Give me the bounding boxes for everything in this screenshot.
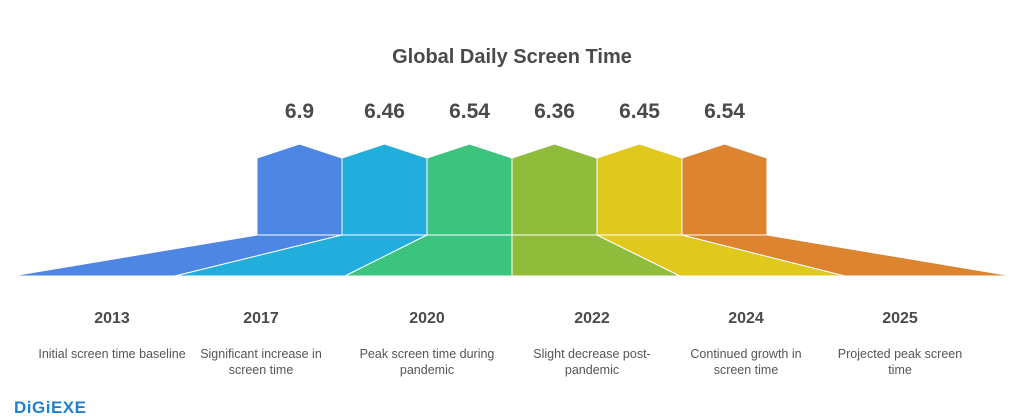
description: Continued growth in screen time — [690, 347, 802, 377]
year-label: 2025 — [882, 310, 918, 327]
value-label: 6.54 — [449, 100, 490, 123]
year-label: 2020 — [409, 310, 445, 327]
pentagon-box — [341, 143, 428, 236]
value-label: 6.54 — [704, 100, 745, 123]
pentagon-box — [681, 143, 768, 236]
year-label: 2017 — [243, 310, 279, 327]
description: Slight decrease post-pandemic — [533, 347, 651, 377]
description: Projected peak screen time — [837, 347, 963, 377]
pentagon-box — [426, 143, 513, 236]
year-label: 2024 — [728, 310, 764, 327]
value-label: 6.9 — [284, 100, 315, 123]
funnel-band — [681, 234, 1013, 277]
description: Peak screen time during pandemic — [359, 347, 495, 377]
description: Initial screen time baseline — [38, 347, 186, 361]
pentagon-box — [256, 143, 343, 236]
pentagon-box — [596, 143, 683, 236]
value-label: 6.46 — [364, 100, 405, 123]
pentagon-box — [511, 143, 598, 236]
value-label: 6.45 — [619, 100, 660, 123]
description: Significant increase in screen time — [200, 347, 322, 377]
title: Global Daily Screen Time — [392, 46, 632, 68]
year-label: 2022 — [574, 310, 610, 327]
year-label: 2013 — [94, 310, 130, 327]
brand-logo: DiGiEXE — [14, 398, 87, 417]
value-label: 6.36 — [534, 100, 575, 123]
